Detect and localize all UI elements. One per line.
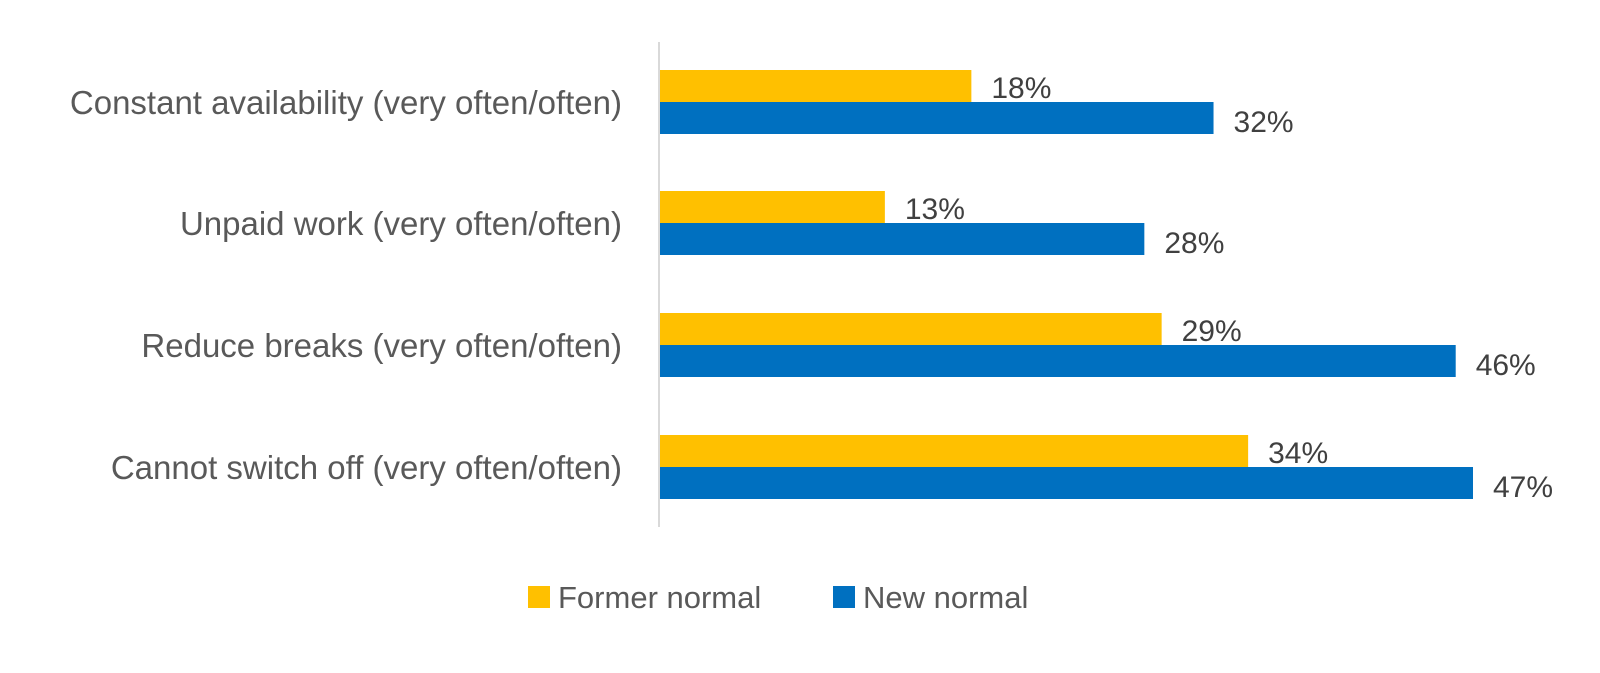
former-normal-bar <box>660 70 972 102</box>
data-label: 29% <box>1182 315 1242 348</box>
legend-swatch <box>528 586 550 608</box>
legend-label: Former normal <box>558 580 761 615</box>
former-normal-bar <box>660 435 1249 467</box>
data-labels: 18% 32% 13% 28% 29% 46% 34% 47% <box>905 72 1553 504</box>
data-label: 47% <box>1493 471 1553 504</box>
former-normal-bar <box>660 313 1162 345</box>
data-label: 18% <box>991 72 1051 105</box>
category-label: Cannot switch off (very often/often) <box>111 449 622 486</box>
new-normal-bar <box>660 467 1473 499</box>
data-label: 28% <box>1164 227 1224 260</box>
legend-label: New normal <box>863 580 1028 615</box>
legend: Former normal New normal <box>528 580 1028 615</box>
data-label: 46% <box>1476 349 1536 382</box>
category-labels: Constant availability (very often/often)… <box>70 84 622 486</box>
data-label: 34% <box>1268 437 1328 470</box>
legend-swatch <box>833 586 855 608</box>
new-normal-bar <box>660 223 1145 255</box>
bars-group <box>660 70 1473 499</box>
former-normal-bar <box>660 191 885 223</box>
category-label: Reduce breaks (very often/often) <box>141 327 622 364</box>
category-label: Constant availability (very often/often) <box>70 84 622 121</box>
data-label: 13% <box>905 193 965 226</box>
new-normal-bar <box>660 102 1214 134</box>
data-label: 32% <box>1234 106 1294 139</box>
new-normal-bar <box>660 345 1456 377</box>
category-label: Unpaid work (very often/often) <box>180 205 622 242</box>
